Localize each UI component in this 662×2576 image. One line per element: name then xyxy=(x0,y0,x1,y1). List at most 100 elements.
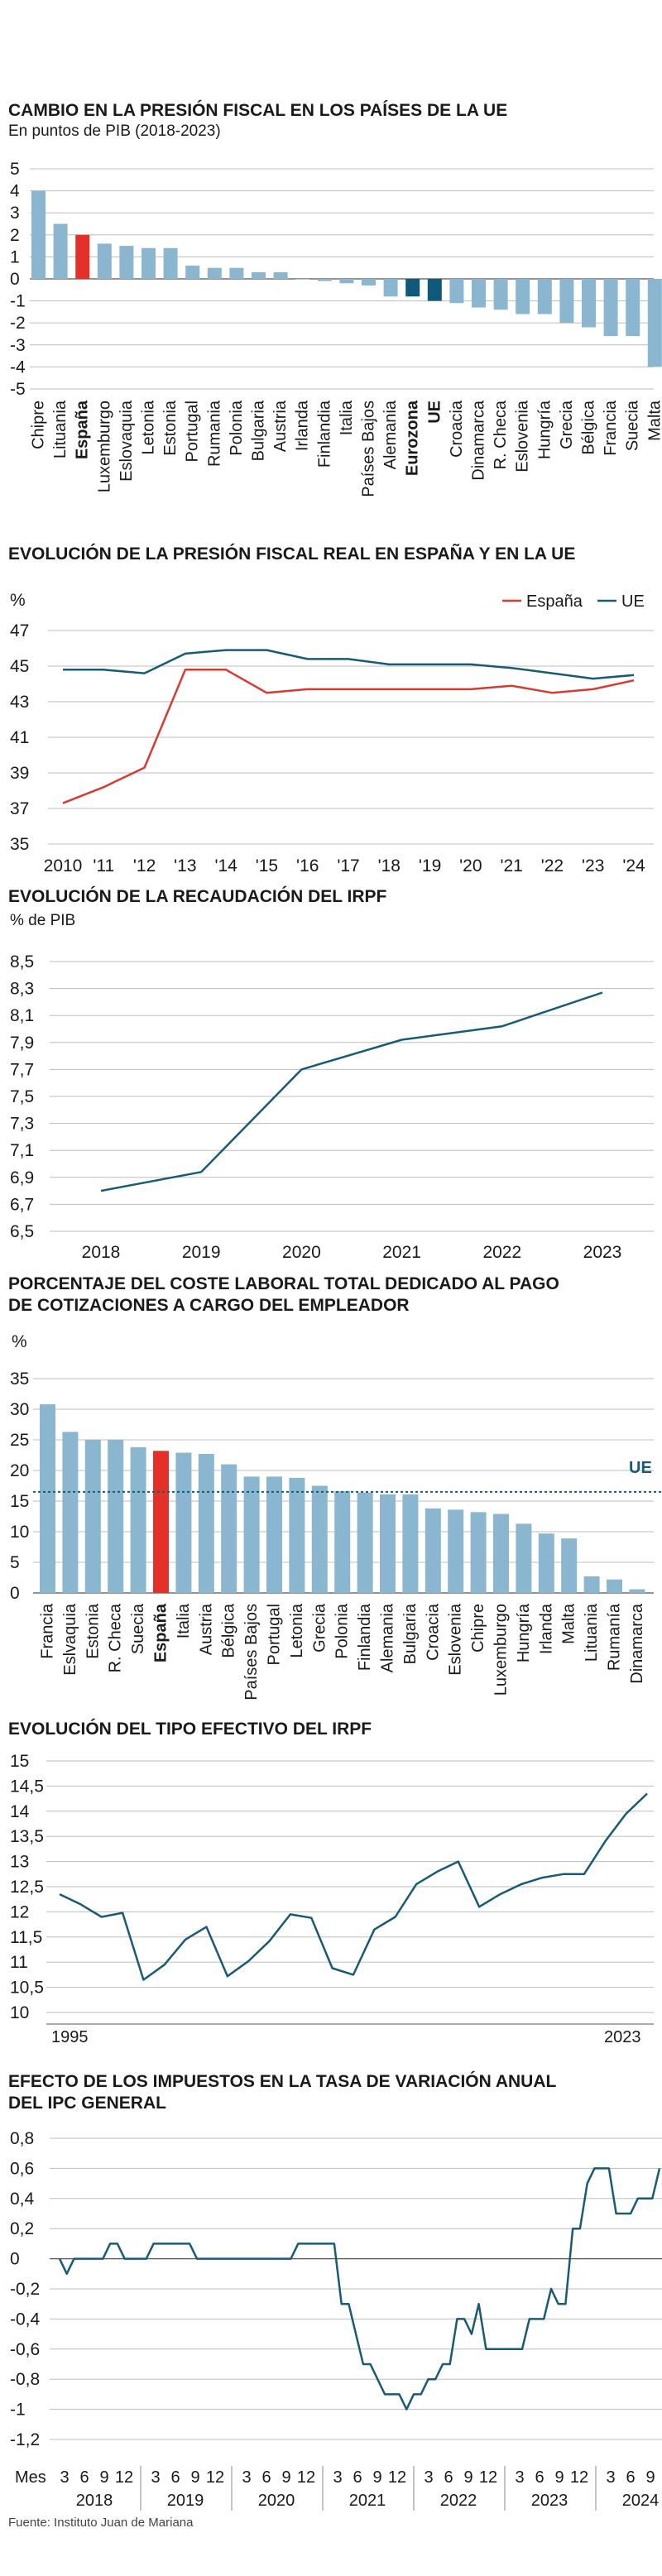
bar-10 xyxy=(266,1476,282,1593)
y-tick-label: 6,9 xyxy=(10,1168,34,1187)
chart-6-line xyxy=(58,2167,661,2411)
y-tick-label: 45 xyxy=(10,657,29,676)
chart-1-bars xyxy=(31,190,662,367)
source-note: Fuente: Instituto Juan de Mariana xyxy=(8,2516,194,2530)
chart-1-category-labels: Chipre Lituania España Luxemburgo Eslovaquia… xyxy=(30,400,662,497)
y-tick-label: -5 xyxy=(10,380,26,399)
bar-7 xyxy=(185,266,200,279)
y-tick-label: 25 xyxy=(10,1431,29,1450)
bar-7 xyxy=(198,1454,214,1593)
category-label: Suecia xyxy=(624,400,642,451)
chart-3-x-labels: 2018 2019 2020 2021 2022 2023 xyxy=(82,1243,622,1262)
category-label: Irlanda xyxy=(537,1603,555,1654)
month-tick-label: 12 xyxy=(115,2468,133,2487)
irpf-line xyxy=(100,991,603,1192)
category-label: Letonia xyxy=(288,1603,306,1657)
tipo-efectivo-line xyxy=(59,1792,648,1981)
year-label: 2024 xyxy=(622,2492,660,2510)
y-tick-label: 15 xyxy=(10,1752,29,1771)
y-tick-label: 0,2 xyxy=(10,2219,34,2238)
x-tick-label: '24 xyxy=(622,856,645,875)
bar-12 xyxy=(311,1485,328,1593)
category-label: Italia xyxy=(175,1603,193,1638)
bar-23 xyxy=(561,1538,578,1593)
chart-5-grid xyxy=(46,1760,654,2025)
series-line-1 xyxy=(63,649,635,680)
y-tick-label: -0,8 xyxy=(10,2370,40,2389)
x-tick-label: '23 xyxy=(582,856,604,875)
x-tick-label: '14 xyxy=(214,856,237,875)
month-tick-label: 3 xyxy=(60,2468,69,2487)
bar-8 xyxy=(207,267,222,279)
bar-4 xyxy=(130,1446,146,1593)
category-label: Grecia xyxy=(310,1603,329,1653)
chart-2-grid xyxy=(48,630,654,845)
chart-2-legend: España UE xyxy=(502,592,645,611)
bar-19 xyxy=(470,1512,487,1593)
month-tick-label: 6 xyxy=(79,2468,89,2487)
month-tick-label: 9 xyxy=(463,2468,473,2487)
y-tick-label: -0,4 xyxy=(10,2310,41,2329)
bar-24 xyxy=(559,279,574,324)
category-label: Estonia xyxy=(161,400,180,456)
legend-espana-label: España xyxy=(526,592,583,611)
y-tick-label: -1 xyxy=(10,2401,26,2420)
y-tick-label: 5 xyxy=(10,160,20,179)
category-label: Eslvaquia xyxy=(61,1603,79,1676)
chart-4-category-labels: Francia Eslvaquia Estonia R. Checa Suecia Esp… xyxy=(39,1603,646,1701)
category-label: Austria xyxy=(197,1603,215,1655)
category-label: Eslovaquia xyxy=(118,400,136,482)
bar-13 xyxy=(334,1491,351,1593)
y-tick-label: 47 xyxy=(10,621,29,640)
bar-25 xyxy=(582,279,596,328)
category-label: Portugal xyxy=(184,401,202,463)
x-tick-label: 2023 xyxy=(583,1243,622,1262)
x-tick-label: '21 xyxy=(500,856,522,875)
chart-3-line xyxy=(100,991,603,1192)
month-tick-label: 6 xyxy=(535,2468,544,2487)
bar-3 xyxy=(108,1440,124,1593)
category-label: Chipre xyxy=(469,1604,487,1653)
chart-1-title: CAMBIO EN LA PRESIÓN FISCAL EN LOS PAÍSE… xyxy=(8,100,507,120)
chart-4-y-ticks: 35 30 25 20 15 10 5 0 xyxy=(10,1370,29,1603)
chart-4-title-line1: PORCENTAJE DEL COSTE LABORAL TOTAL DEDIC… xyxy=(8,1274,559,1293)
y-tick-label: 8,5 xyxy=(10,952,34,971)
y-tick-label: 12,5 xyxy=(10,1878,44,1897)
bar-21 xyxy=(516,1523,532,1593)
category-label: Eslovenia xyxy=(514,400,532,473)
month-tick-label: 9 xyxy=(372,2468,381,2487)
x-tick-label: 2018 xyxy=(82,1243,121,1262)
y-tick-label: -0,6 xyxy=(10,2340,40,2359)
x-tick-label: '15 xyxy=(256,856,278,875)
bar-24 xyxy=(583,1576,600,1593)
bar-12 xyxy=(295,279,310,280)
category-label: Bulgaria xyxy=(250,400,268,461)
bar-16 xyxy=(402,1494,419,1593)
bar-2 xyxy=(75,234,90,279)
bar-2 xyxy=(84,1440,101,1593)
series-line-0 xyxy=(62,669,635,804)
bar-11 xyxy=(273,272,288,279)
month-tick-label: 12 xyxy=(479,2468,497,2487)
bar-6 xyxy=(175,1452,192,1593)
category-label: Bulgaria xyxy=(401,1603,420,1664)
category-label: Alemania xyxy=(381,400,400,469)
bar-11 xyxy=(289,1477,305,1593)
bar-22 xyxy=(538,1533,554,1593)
bar-10 xyxy=(252,272,266,279)
y-tick-label: 0 xyxy=(10,270,20,289)
category-label: Italia xyxy=(338,400,356,435)
y-tick-label: 37 xyxy=(10,799,29,818)
bar-26 xyxy=(629,1589,645,1593)
category-label: Malta xyxy=(645,400,662,441)
chart-4-title-line2: DE COTIZACIONES A CARGO DEL EMPLEADOR xyxy=(8,1296,410,1315)
bar-22 xyxy=(516,279,530,314)
x-tick-label: 2020 xyxy=(282,1243,321,1262)
chart-6-title-line1: EFECTO DE LOS IMPUESTOS EN LA TASA DE VA… xyxy=(8,2071,556,2091)
month-tick-label: 6 xyxy=(444,2468,453,2487)
chart-2-x-labels: 2010 '11 '12 '13 '14 '15 '16 '17 '18 '19 '20 '21 '22… xyxy=(44,856,645,875)
x-tick-label: '13 xyxy=(174,856,196,875)
